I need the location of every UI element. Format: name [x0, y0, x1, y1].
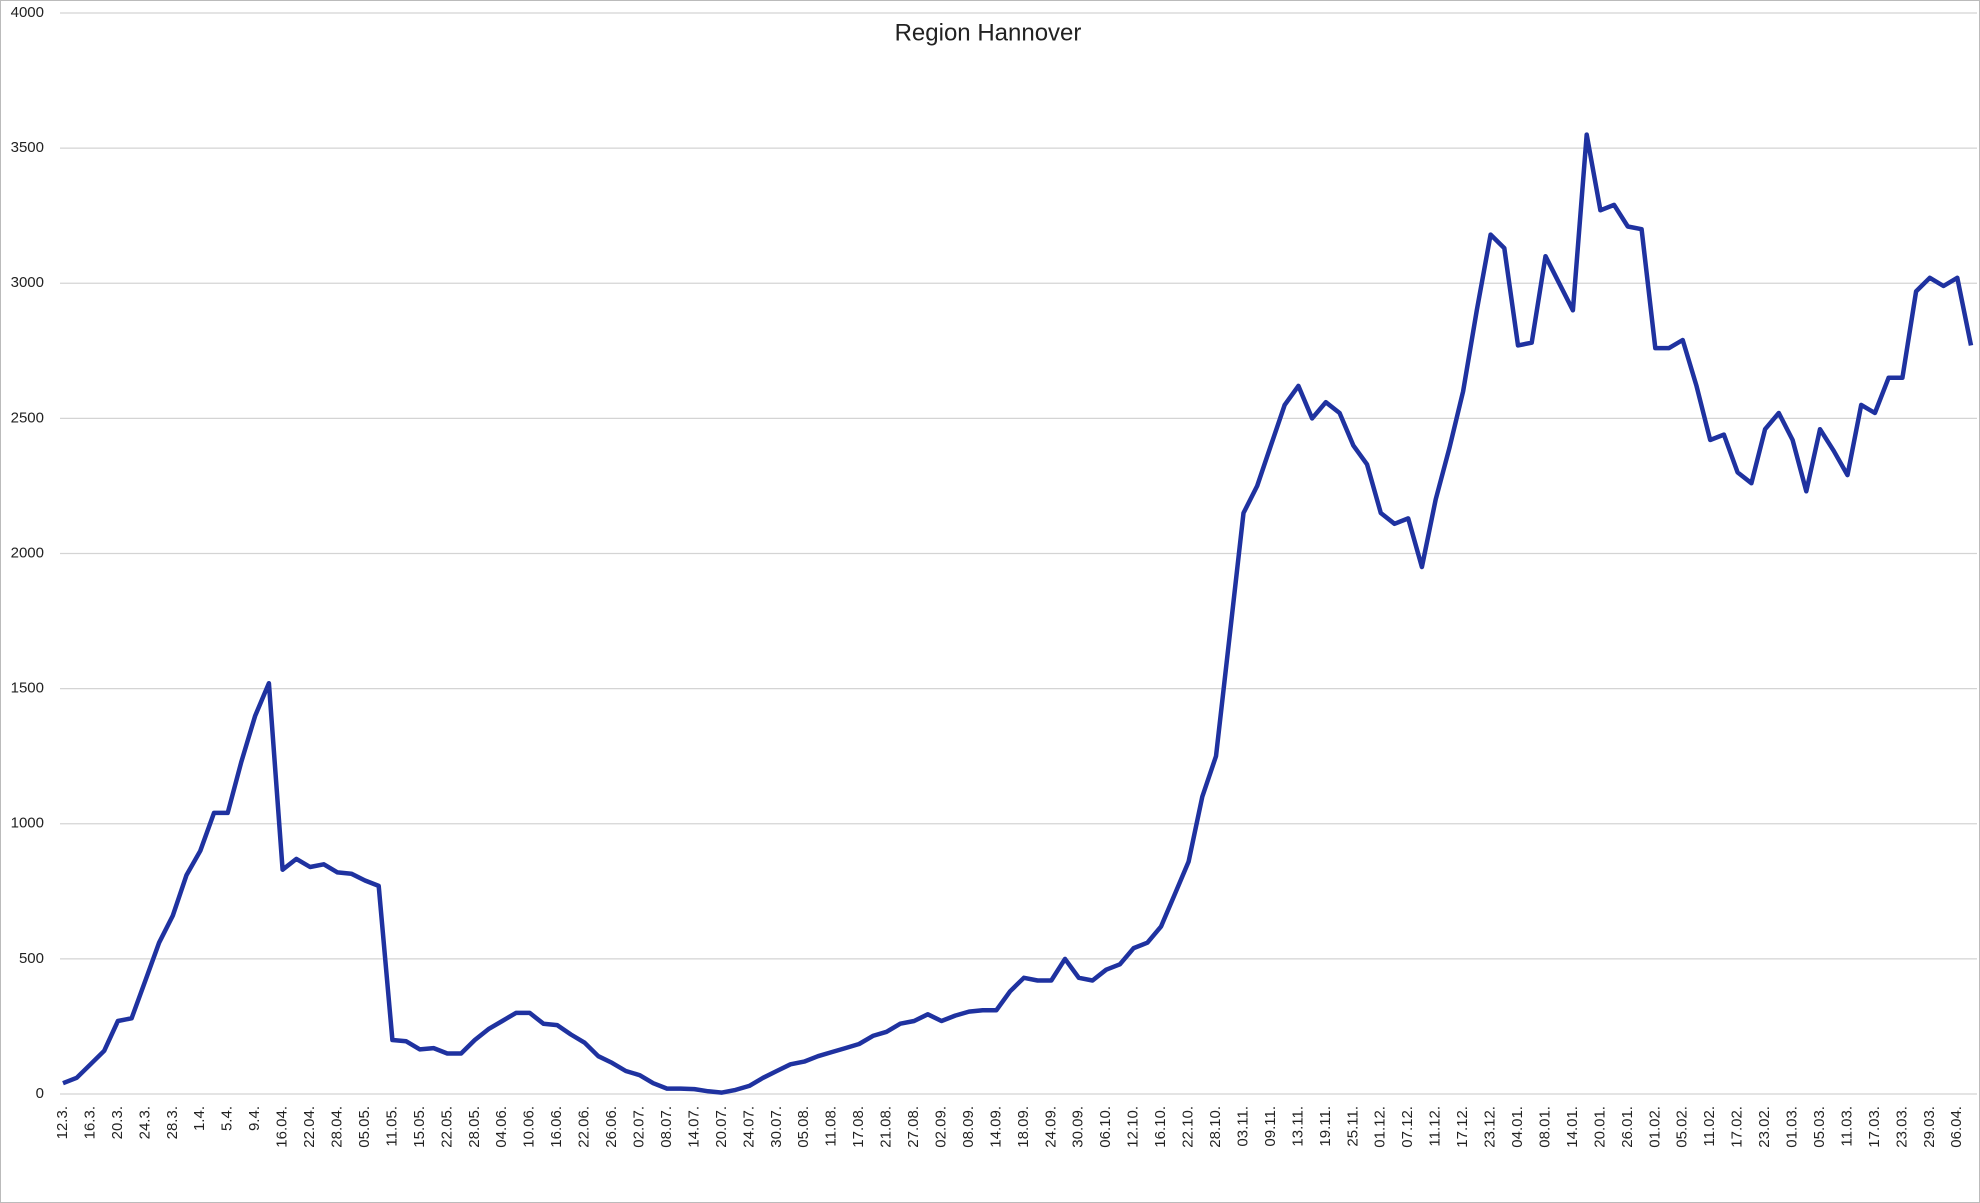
x-tick-label: 17.03. [1866, 1106, 1883, 1148]
x-tick-label: 5.4. [219, 1106, 236, 1131]
x-tick-label: 26.06. [603, 1106, 620, 1148]
x-tick-label: 13.11. [1289, 1106, 1306, 1147]
x-tick-label: 14.01. [1564, 1106, 1581, 1148]
data-line [62, 132, 1974, 1095]
x-tick-label: 15.05. [411, 1106, 428, 1148]
x-tick-label: 23.12. [1482, 1106, 1499, 1148]
x-tick-label: 04.01. [1509, 1106, 1526, 1148]
y-tick-label: 0 [36, 1085, 44, 1102]
x-tick-label: 14.07. [685, 1106, 702, 1148]
x-tick-label: 20.07. [713, 1106, 730, 1148]
x-tick-label: 06.04. [1948, 1106, 1965, 1148]
x-tick-label: 02.07. [630, 1106, 647, 1148]
x-tick-label: 9.4. [246, 1106, 263, 1131]
x-tick-label: 16.10. [1152, 1106, 1169, 1148]
x-tick-label: 22.05. [438, 1106, 455, 1148]
y-tick-label: 2000 [11, 544, 44, 561]
x-tick-label: 17.12. [1454, 1106, 1471, 1148]
x-tick-label: 23.02. [1756, 1106, 1773, 1148]
x-tick-label: 1.4. [191, 1106, 208, 1131]
y-tick-label: 3000 [11, 274, 44, 291]
x-tick-label: 03.11. [1234, 1106, 1251, 1147]
x-tick-label: 05.05. [356, 1106, 373, 1148]
x-tick-label: 23.03. [1893, 1106, 1910, 1148]
x-tick-label: 28.3. [164, 1106, 181, 1139]
x-tick-label: 16.06. [548, 1106, 565, 1148]
x-tick-label: 21.08. [878, 1106, 895, 1148]
x-tick-label: 08.09. [960, 1106, 977, 1148]
x-tick-label: 01.03. [1784, 1106, 1801, 1148]
x-tick-label: 04.06. [493, 1106, 510, 1148]
x-tick-label: 16.04. [274, 1106, 291, 1148]
y-tick-label: 1500 [11, 680, 44, 697]
x-tick-label: 01.12. [1372, 1106, 1389, 1148]
x-tick-label: 30.09. [1070, 1106, 1087, 1148]
x-tick-label: 20.01. [1591, 1106, 1608, 1148]
x-tick-label: 28.04. [329, 1106, 346, 1148]
x-tick-label: 22.04. [301, 1106, 318, 1148]
x-tick-label: 24.3. [136, 1106, 153, 1139]
x-tick-label: 11.12. [1427, 1106, 1444, 1147]
x-tick-label: 24.07. [740, 1106, 757, 1148]
x-tick-label: 22.06. [576, 1106, 593, 1148]
x-tick-label: 11.02. [1701, 1106, 1718, 1147]
x-tick-label: 28.05. [466, 1106, 483, 1148]
x-tick-label: 07.12. [1399, 1106, 1416, 1148]
x-tick-label: 02.09. [932, 1106, 949, 1148]
x-tick-label: 19.11. [1317, 1106, 1334, 1147]
x-tick-label: 05.08. [795, 1106, 812, 1148]
x-tick-label: 09.11. [1262, 1106, 1279, 1147]
x-tick-label: 14.09. [987, 1106, 1004, 1148]
x-tick-label: 05.02. [1674, 1106, 1691, 1148]
y-tick-label: 4000 [11, 4, 44, 21]
y-tick-label: 2500 [11, 409, 44, 426]
x-tick-label: 18.09. [1015, 1106, 1032, 1148]
x-tick-label: 05.03. [1811, 1106, 1828, 1148]
y-tick-label: 3500 [11, 139, 44, 156]
x-tick-label: 06.10. [1097, 1106, 1114, 1148]
x-tick-label: 11.08. [823, 1106, 840, 1147]
x-tick-label: 20.3. [109, 1106, 126, 1139]
y-tick-label: 500 [19, 950, 44, 967]
x-tick-label: 08.01. [1536, 1106, 1553, 1148]
x-tick-label: 17.02. [1729, 1106, 1746, 1148]
x-tick-label: 11.03. [1838, 1106, 1855, 1147]
x-tick-label: 28.10. [1207, 1106, 1224, 1148]
x-tick-label: 29.03. [1921, 1106, 1938, 1148]
y-tick-label: 1000 [11, 815, 44, 832]
x-tick-label: 11.05. [383, 1106, 400, 1147]
x-tick-label: 17.08. [850, 1106, 867, 1148]
x-tick-label: 16.3. [81, 1106, 98, 1139]
x-tick-label: 30.07. [768, 1106, 785, 1148]
x-tick-label: 22.10. [1180, 1106, 1197, 1148]
x-tick-label: 10.06. [521, 1106, 538, 1148]
chart-title: Region Hannover [895, 19, 1082, 46]
x-tick-label: 24.09. [1042, 1106, 1059, 1148]
x-tick-label: 12.3. [54, 1106, 71, 1139]
x-tick-label: 27.08. [905, 1106, 922, 1148]
x-tick-label: 08.07. [658, 1106, 675, 1148]
x-tick-label: 12.10. [1125, 1106, 1142, 1148]
x-tick-label: 25.11. [1344, 1106, 1361, 1147]
x-tick-label: 26.01. [1619, 1106, 1636, 1148]
x-tick-label: 01.02. [1646, 1106, 1663, 1148]
